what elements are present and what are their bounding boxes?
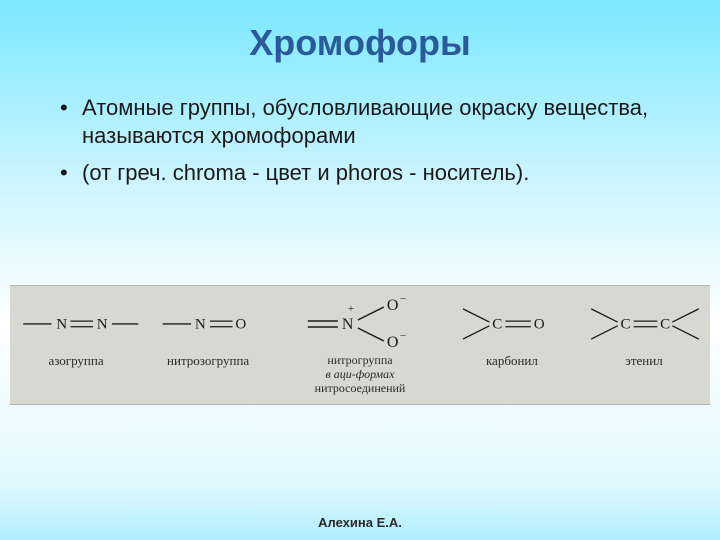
label-ethenyl: этенил <box>621 352 666 369</box>
svg-text:C: C <box>492 317 502 333</box>
label-nitroso: нитрозогруппа <box>163 352 253 369</box>
svg-text:+: + <box>348 303 354 315</box>
svg-text:O: O <box>387 297 399 314</box>
chromophore-diagram: N N азогруппа N O нитрозогруппа N + O <box>10 285 710 405</box>
footer-author: Алехина Е.А. <box>0 515 720 530</box>
svg-text:N: N <box>195 317 206 333</box>
group-carbonyl: C O карбонил <box>446 286 578 404</box>
label-azo: азогруппа <box>44 352 107 369</box>
group-nitro: N + O − O − нитрогруппа в аци-формах нит… <box>274 286 446 404</box>
svg-text:C: C <box>620 317 630 333</box>
group-ethenyl: C C этенил <box>578 286 710 404</box>
label-carbonyl: карбонил <box>482 352 542 369</box>
svg-text:N: N <box>56 317 67 333</box>
content-area: Атомные группы, обусловливающие окраску … <box>0 84 720 187</box>
svg-text:−: − <box>400 294 406 305</box>
svg-text:O: O <box>235 317 246 333</box>
bullet-1: Атомные группы, обусловливающие окраску … <box>60 94 682 149</box>
label-nitro: нитрогруппа в аци-формах нитросоединений <box>311 352 410 395</box>
slide-title: Хромофоры <box>0 0 720 84</box>
group-azo: N N азогруппа <box>10 286 142 404</box>
svg-text:−: − <box>400 330 406 342</box>
group-nitroso: N O нитрозогруппа <box>142 286 274 404</box>
bullet-2: (от греч. chroma - цвет и phoros - носит… <box>60 159 682 187</box>
svg-text:N: N <box>342 316 354 333</box>
svg-text:O: O <box>387 334 399 351</box>
svg-text:C: C <box>660 317 670 333</box>
svg-text:N: N <box>97 317 108 333</box>
svg-text:O: O <box>534 317 545 333</box>
